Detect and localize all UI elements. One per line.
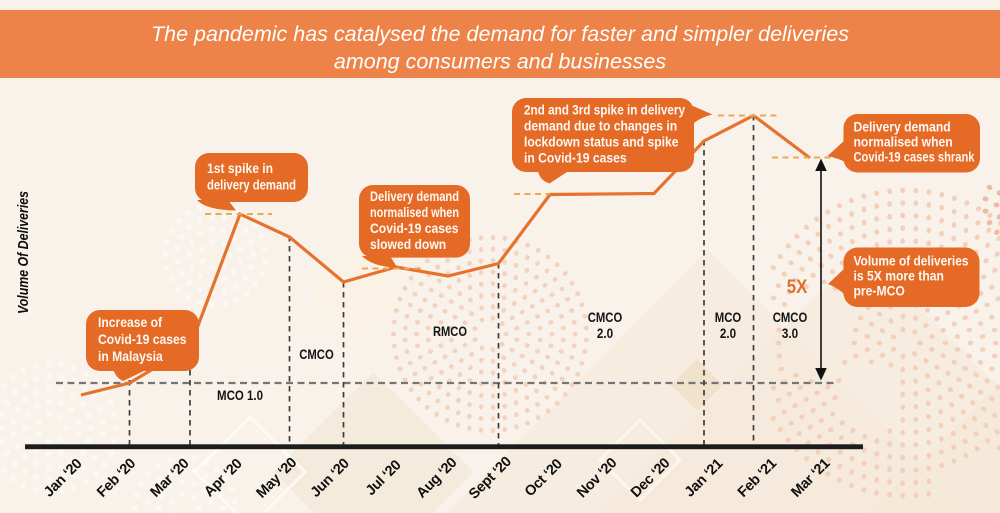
svg-text:Covid-19 cases shrank: Covid-19 cases shrank <box>854 150 975 165</box>
svg-text:in Malaysia: in Malaysia <box>98 349 163 364</box>
svg-text:2nd and 3rd spike in delivery: 2nd and 3rd spike in delivery <box>524 103 685 118</box>
svg-text:MCO: MCO <box>715 310 742 325</box>
svg-text:normalised when: normalised when <box>370 205 459 220</box>
svg-text:Covid-19 cases: Covid-19 cases <box>370 221 459 236</box>
svg-text:The pandemic has catalysed the: The pandemic has catalysed the demand fo… <box>151 22 849 46</box>
svg-text:MCO 1.0: MCO 1.0 <box>217 388 263 403</box>
svg-text:CMCO: CMCO <box>588 310 623 325</box>
svg-text:slowed down: slowed down <box>370 237 446 252</box>
svg-text:3.0: 3.0 <box>782 326 798 341</box>
svg-text:Increase of: Increase of <box>98 315 162 330</box>
svg-text:2.0: 2.0 <box>597 326 613 341</box>
svg-text:Volume of deliveries: Volume of deliveries <box>854 254 969 269</box>
svg-text:normalised when: normalised when <box>854 135 953 150</box>
svg-text:delivery demand: delivery demand <box>207 177 296 192</box>
svg-text:Volume Of Deliveries: Volume Of Deliveries <box>16 191 32 314</box>
svg-text:demand due to changes in: demand due to changes in <box>524 119 677 134</box>
svg-text:is 5X more than: is 5X more than <box>854 269 944 284</box>
svg-text:CMCO: CMCO <box>299 347 334 362</box>
svg-text:Delivery demand: Delivery demand <box>370 189 459 204</box>
svg-text:1st spike in: 1st spike in <box>207 161 273 176</box>
svg-text:in Covid-19 cases: in Covid-19 cases <box>524 151 627 166</box>
svg-text:CMCO: CMCO <box>773 310 808 325</box>
svg-text:among consumers and businesses: among consumers and businesses <box>334 50 666 74</box>
svg-text:2.0: 2.0 <box>720 326 736 341</box>
svg-text:Delivery demand: Delivery demand <box>854 120 951 135</box>
svg-text:Covid-19 cases: Covid-19 cases <box>98 332 187 347</box>
svg-text:RMCO: RMCO <box>433 324 467 339</box>
svg-text:lockdown status and spike: lockdown status and spike <box>524 135 679 150</box>
svg-text:Feb ‘20: Feb ‘20 <box>94 456 139 501</box>
svg-text:pre-MCO: pre-MCO <box>854 284 906 299</box>
svg-text:5X: 5X <box>787 276 808 298</box>
